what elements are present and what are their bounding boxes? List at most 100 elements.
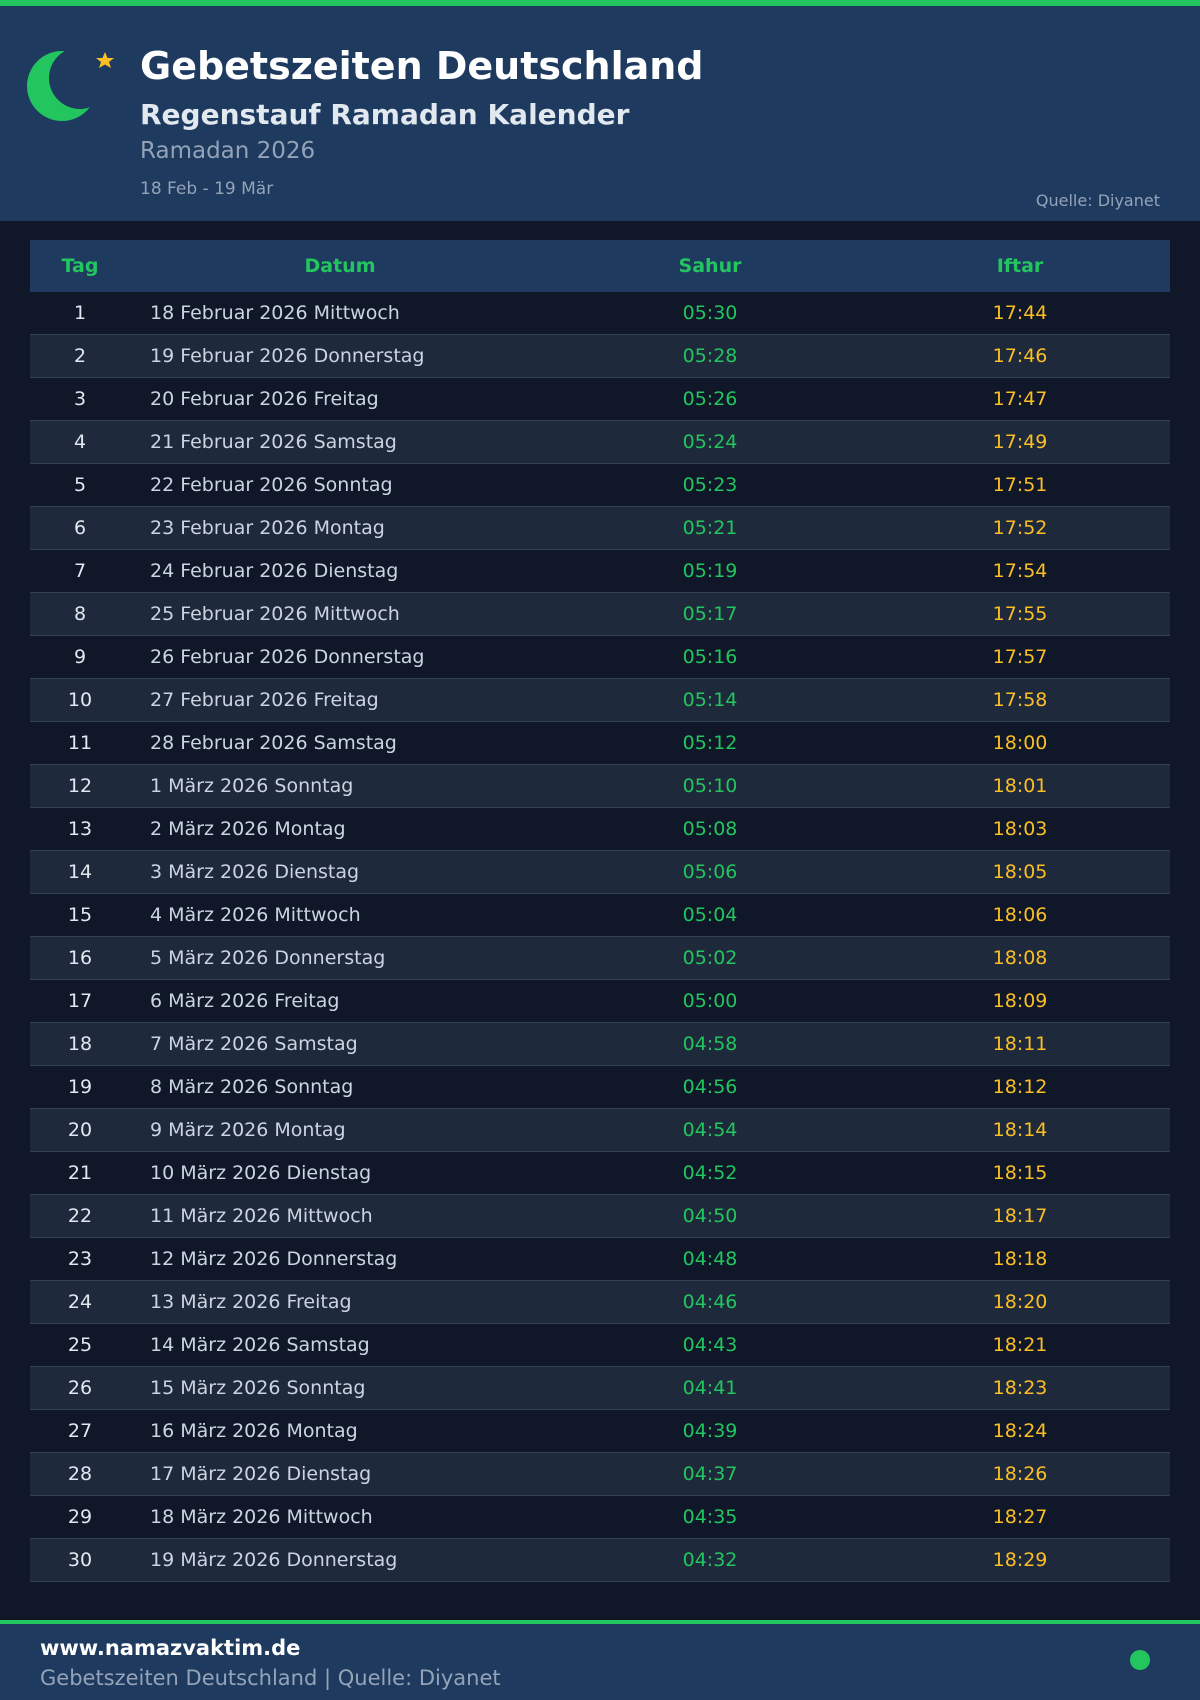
day-number: 18 — [30, 1022, 130, 1066]
title: Gebetszeiten Deutschland — [140, 44, 704, 88]
header-row: Tag Datum Sahur Iftar — [30, 240, 1170, 292]
date: 6 März 2026 Freitag — [130, 979, 550, 1023]
iftar-time: 18:12 — [870, 1065, 1170, 1109]
day-number: 28 — [30, 1452, 130, 1496]
table-row: 19 8 März 2026 Sonntag 04:56 18:12 — [30, 1065, 1170, 1109]
day-number: 16 — [30, 936, 130, 980]
sahur-time: 05:12 — [550, 721, 870, 765]
sahur-time: 05:21 — [550, 506, 870, 550]
table-row: 6 23 Februar 2026 Montag 05:21 17:52 — [30, 506, 1170, 550]
date: 19 Februar 2026 Donnerstag — [130, 334, 550, 378]
iftar-time: 18:29 — [870, 1538, 1170, 1582]
day-number: 8 — [30, 592, 130, 636]
day-number: 14 — [30, 850, 130, 894]
sahur-time: 05:17 — [550, 592, 870, 636]
iftar-time: 18:20 — [870, 1280, 1170, 1324]
day-number: 12 — [30, 764, 130, 808]
iftar-time: 17:47 — [870, 377, 1170, 421]
iftar-time: 18:06 — [870, 893, 1170, 937]
date: 9 März 2026 Montag — [130, 1108, 550, 1152]
sahur-time: 04:32 — [550, 1538, 870, 1582]
iftar-time: 18:27 — [870, 1495, 1170, 1539]
iftar-time: 18:23 — [870, 1366, 1170, 1410]
day-number: 29 — [30, 1495, 130, 1539]
table-row: 25 14 März 2026 Samstag 04:43 18:21 — [30, 1323, 1170, 1367]
date: 18 März 2026 Mittwoch — [130, 1495, 550, 1539]
iftar-time: 17:44 — [870, 292, 1170, 335]
sahur-time: 05:23 — [550, 463, 870, 507]
table-row: 5 22 Februar 2026 Sonntag 05:23 17:51 — [30, 463, 1170, 507]
day-number: 3 — [30, 377, 130, 421]
sahur-time: 05:04 — [550, 893, 870, 937]
sahur-time: 04:52 — [550, 1151, 870, 1195]
table-row: 17 6 März 2026 Freitag 05:00 18:09 — [30, 979, 1170, 1023]
date: 8 März 2026 Sonntag — [130, 1065, 550, 1109]
date: 22 Februar 2026 Sonntag — [130, 463, 550, 507]
iftar-time: 17:57 — [870, 635, 1170, 679]
table-row: 30 19 März 2026 Donnerstag 04:32 18:29 — [30, 1538, 1170, 1582]
day-number: 21 — [30, 1151, 130, 1195]
iftar-time: 18:21 — [870, 1323, 1170, 1367]
iftar-time: 18:18 — [870, 1237, 1170, 1281]
sahur-time: 05:08 — [550, 807, 870, 851]
iftar-time: 18:11 — [870, 1022, 1170, 1066]
day-number: 6 — [30, 506, 130, 550]
sahur-time: 04:46 — [550, 1280, 870, 1324]
day-number: 1 — [30, 292, 130, 335]
iftar-time: 18:09 — [870, 979, 1170, 1023]
table-row: 11 28 Februar 2026 Samstag 05:12 18:00 — [30, 721, 1170, 765]
table-row: 27 16 März 2026 Montag 04:39 18:24 — [30, 1409, 1170, 1453]
table-row: 24 13 März 2026 Freitag 04:46 18:20 — [30, 1280, 1170, 1324]
date: 21 Februar 2026 Samstag — [130, 420, 550, 464]
column-header: Tag — [30, 240, 130, 292]
table-row: 15 4 März 2026 Mittwoch 05:04 18:06 — [30, 893, 1170, 937]
table-row: 1 18 Februar 2026 Mittwoch 05:30 17:44 — [30, 292, 1170, 335]
sahur-time: 04:41 — [550, 1366, 870, 1410]
sahur-time: 05:06 — [550, 850, 870, 894]
iftar-time: 18:26 — [870, 1452, 1170, 1496]
table-row: 10 27 Februar 2026 Freitag 05:14 17:58 — [30, 678, 1170, 722]
calendar-table: Tag Datum Sahur Iftar 1 18 Februar 2026 Mitt… — [30, 240, 1170, 1582]
sahur-time: 04:58 — [550, 1022, 870, 1066]
iftar-time: 18:14 — [870, 1108, 1170, 1152]
iftar-time: 17:58 — [870, 678, 1170, 722]
iftar-time: 17:55 — [870, 592, 1170, 636]
table-row: 12 1 März 2026 Sonntag 05:10 18:01 — [30, 764, 1170, 808]
table-row: 16 5 März 2026 Donnerstag 05:02 18:08 — [30, 936, 1170, 980]
table-row: 28 17 März 2026 Dienstag 04:37 18:26 — [30, 1452, 1170, 1496]
column-header: Iftar — [870, 240, 1170, 292]
date: 10 März 2026 Dienstag — [130, 1151, 550, 1195]
sahur-time: 05:02 — [550, 936, 870, 980]
sahur-time: 05:26 — [550, 377, 870, 421]
date: 26 Februar 2026 Donnerstag — [130, 635, 550, 679]
date: 15 März 2026 Sonntag — [130, 1366, 550, 1410]
date: 7 März 2026 Samstag — [130, 1022, 550, 1066]
day-number: 4 — [30, 420, 130, 464]
sahur-time: 05:14 — [550, 678, 870, 722]
date: 28 Februar 2026 Samstag — [130, 721, 550, 765]
sahur-time: 05:16 — [550, 635, 870, 679]
sahur-time: 05:24 — [550, 420, 870, 464]
day-number: 19 — [30, 1065, 130, 1109]
date: 27 Februar 2026 Freitag — [130, 678, 550, 722]
column-header: Sahur — [550, 240, 870, 292]
table-row: 7 24 Februar 2026 Dienstag 05:19 17:54 — [30, 549, 1170, 593]
date: 13 März 2026 Freitag — [130, 1280, 550, 1324]
iftar-time: 18:17 — [870, 1194, 1170, 1238]
table-row: 26 15 März 2026 Sonntag 04:41 18:23 — [30, 1366, 1170, 1410]
table-row: 3 20 Februar 2026 Freitag 05:26 17:47 — [30, 377, 1170, 421]
iftar-time: 18:03 — [870, 807, 1170, 851]
sahur-time: 05:28 — [550, 334, 870, 378]
sahur-time: 04:50 — [550, 1194, 870, 1238]
date: 17 März 2026 Dienstag — [130, 1452, 550, 1496]
day-number: 2 — [30, 334, 130, 378]
table-row: 29 18 März 2026 Mittwoch 04:35 18:27 — [30, 1495, 1170, 1539]
day-number: 11 — [30, 721, 130, 765]
sahur-time: 04:35 — [550, 1495, 870, 1539]
date: 20 Februar 2026 Freitag — [130, 377, 550, 421]
table-row: 23 12 März 2026 Donnerstag 04:48 18:18 — [30, 1237, 1170, 1281]
date: 3 März 2026 Dienstag — [130, 850, 550, 894]
sahur-time: 05:30 — [550, 292, 870, 335]
